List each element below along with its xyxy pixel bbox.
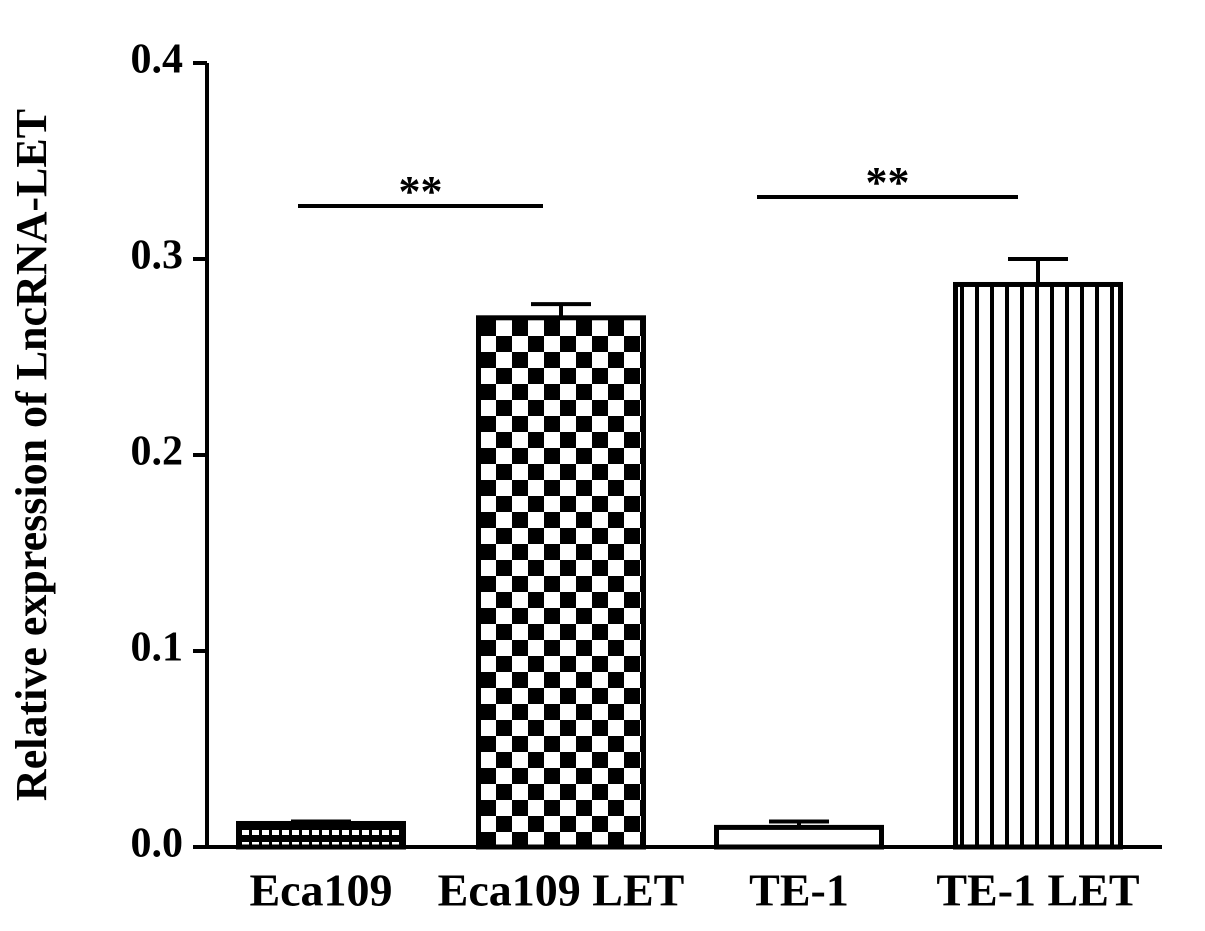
x-tick-label: Eca109 LET (438, 865, 685, 916)
x-tick-label: TE-1 LET (936, 865, 1139, 916)
y-tick-label: 0.4 (131, 37, 184, 83)
bar (953, 281, 1123, 850)
bar (476, 315, 646, 850)
x-tick-label: TE-1 (749, 865, 849, 916)
y-tick-label: 0.0 (131, 821, 184, 867)
y-axis-label: Relative expression of LncRNA-LET (7, 109, 56, 801)
x-tick-label: Eca109 (249, 865, 392, 916)
annotation: ** (399, 167, 443, 216)
y-tick-label: 0.2 (131, 429, 184, 475)
y-tick-label: 0.1 (131, 625, 184, 671)
y-tick-label: 0.3 (131, 233, 184, 279)
bar (714, 824, 884, 850)
bar (236, 820, 406, 850)
annotation: ** (866, 158, 910, 207)
